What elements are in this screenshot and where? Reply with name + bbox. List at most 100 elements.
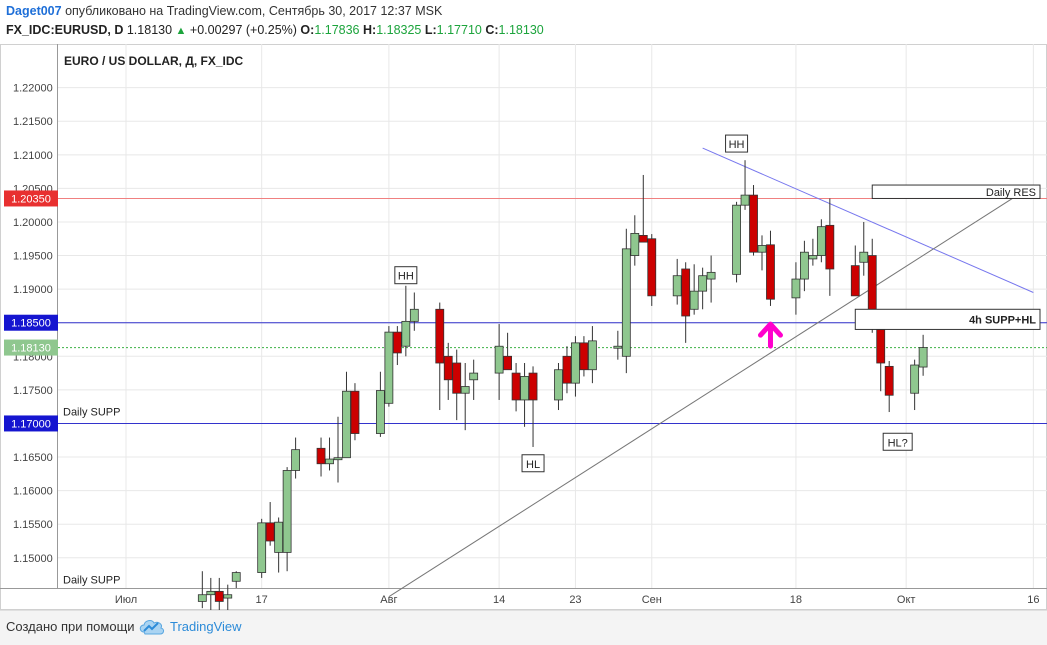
candle-down bbox=[452, 362, 462, 394]
price-tick-label: 1.17500 bbox=[13, 385, 53, 397]
price-tick-label: 1.15000 bbox=[13, 553, 53, 565]
candle-up bbox=[333, 457, 343, 461]
price-change: +0.00297 (+0.25%) bbox=[189, 23, 297, 37]
high-label: H: bbox=[362, 23, 377, 37]
annotation-box bbox=[521, 454, 545, 473]
open-label: O: bbox=[300, 23, 315, 37]
candle-down bbox=[876, 329, 886, 364]
resistance-price-tag bbox=[4, 190, 58, 207]
candle-down bbox=[638, 235, 648, 243]
candle-up bbox=[588, 340, 597, 371]
candle-up bbox=[469, 372, 479, 381]
footer-created-with: Создано при помощи bbox=[6, 619, 135, 634]
time-tick-label: Июл bbox=[115, 594, 137, 606]
chart-header: Daget007 опубликовано на TradingView.com… bbox=[0, 0, 1047, 44]
candle-down bbox=[511, 372, 521, 401]
candle-up bbox=[800, 251, 809, 280]
price-tick-label: 1.19000 bbox=[13, 284, 53, 296]
support-price-tag-label: 1.18500 bbox=[11, 318, 51, 330]
author-link[interactable]: Daget007 bbox=[6, 4, 62, 18]
candle-down bbox=[681, 268, 691, 317]
support-price-tag bbox=[4, 314, 58, 331]
candle-up bbox=[859, 251, 869, 263]
time-tick-label: 18 bbox=[790, 594, 802, 606]
candle-down bbox=[766, 244, 775, 300]
candle-up bbox=[554, 369, 563, 401]
candle-up bbox=[698, 275, 708, 292]
candle-up bbox=[384, 331, 394, 404]
candle-up bbox=[291, 449, 301, 471]
candle-up bbox=[282, 470, 292, 553]
time-axis[interactable]: Июл 17 Авг 14 23 Сен 18 Окт 16 bbox=[115, 594, 1040, 606]
candle-up bbox=[706, 271, 716, 280]
candle-up bbox=[197, 594, 207, 602]
time-tick-label: 23 bbox=[569, 594, 581, 606]
trend-line-down[interactable] bbox=[702, 147, 1034, 293]
candle-down bbox=[825, 224, 835, 270]
candle-up bbox=[621, 248, 631, 357]
chart-area[interactable]: 1.15000 1.15500 1.16000 1.16500 1.17000 1.175… bbox=[0, 44, 1047, 612]
high-value: 1.18325 bbox=[376, 23, 422, 37]
candle-up bbox=[613, 345, 623, 349]
symbol-quote-line: FX_IDC:EURUSD, D 1.18130 ▲ +0.00297 (+0.… bbox=[6, 23, 544, 37]
trend-line-up[interactable] bbox=[388, 184, 1034, 598]
zone-label: 4h SUPP+HL bbox=[969, 314, 1036, 326]
price-tick-label: 1.16500 bbox=[13, 452, 53, 464]
level-label: Daily SUPP bbox=[63, 574, 120, 586]
candle-up bbox=[342, 390, 351, 459]
price-tick-label: 1.22000 bbox=[13, 83, 53, 95]
candle-up bbox=[808, 255, 818, 260]
candle-down bbox=[579, 342, 589, 371]
candle-down bbox=[850, 265, 860, 297]
level-label: Daily SUPP bbox=[63, 406, 120, 418]
annotation-label: HL bbox=[526, 459, 540, 471]
candle-up bbox=[816, 226, 826, 256]
candle-up bbox=[401, 320, 411, 347]
candle-up bbox=[223, 594, 233, 599]
candle-down bbox=[214, 590, 224, 602]
candle-up bbox=[757, 245, 767, 253]
time-tick-label: 17 bbox=[256, 594, 268, 606]
candle-down bbox=[528, 372, 538, 401]
change-up-icon: ▲ bbox=[175, 25, 187, 37]
candle-up bbox=[231, 572, 241, 582]
publish-text: опубликовано на TradingView.com, Сентябр… bbox=[65, 4, 443, 18]
candle-up bbox=[571, 342, 580, 384]
price-tick-label: 1.15500 bbox=[13, 519, 53, 531]
up-arrow-icon bbox=[757, 321, 783, 349]
time-tick-label: Сен bbox=[642, 594, 662, 606]
candle-up bbox=[740, 194, 750, 206]
tradingview-cloud-icon[interactable] bbox=[138, 616, 166, 638]
candle-down bbox=[316, 447, 326, 465]
last-price: 1.18130 bbox=[126, 23, 173, 37]
current-price-tag bbox=[4, 339, 58, 356]
annotation-label: HH bbox=[729, 139, 745, 151]
footer-brand[interactable]: TradingView bbox=[170, 619, 242, 634]
time-tick-label: 14 bbox=[493, 594, 505, 606]
current-price-tag-label: 1.18130 bbox=[11, 343, 51, 355]
candle-up bbox=[409, 308, 419, 322]
candle-up bbox=[630, 232, 640, 256]
trend-lines[interactable] bbox=[388, 147, 1034, 598]
close-label: C: bbox=[485, 23, 499, 37]
time-tick-label: Авг bbox=[380, 594, 397, 606]
support-price-tag bbox=[4, 415, 58, 432]
candle-up bbox=[257, 522, 267, 573]
candle-down bbox=[350, 390, 360, 434]
open-value: 1.17836 bbox=[314, 23, 360, 37]
candle-up bbox=[375, 390, 385, 434]
low-value: 1.17710 bbox=[436, 23, 482, 37]
candle-down bbox=[443, 355, 453, 381]
zone-box bbox=[854, 308, 1041, 330]
candlestick-chart[interactable]: 1.15000 1.15500 1.16000 1.16500 1.17000 1.175… bbox=[0, 44, 1047, 612]
support-price-tag-label: 1.17000 bbox=[11, 418, 51, 430]
candle-up bbox=[918, 347, 928, 368]
annotation-box bbox=[882, 432, 913, 451]
footer: Создано при помощи TradingView bbox=[0, 610, 1047, 645]
candle-up bbox=[689, 290, 699, 310]
candle-up bbox=[325, 458, 334, 465]
candle-up bbox=[791, 278, 801, 299]
annotation-box bbox=[394, 266, 418, 285]
candle-down bbox=[884, 365, 894, 396]
close-value: 1.18130 bbox=[498, 23, 544, 37]
